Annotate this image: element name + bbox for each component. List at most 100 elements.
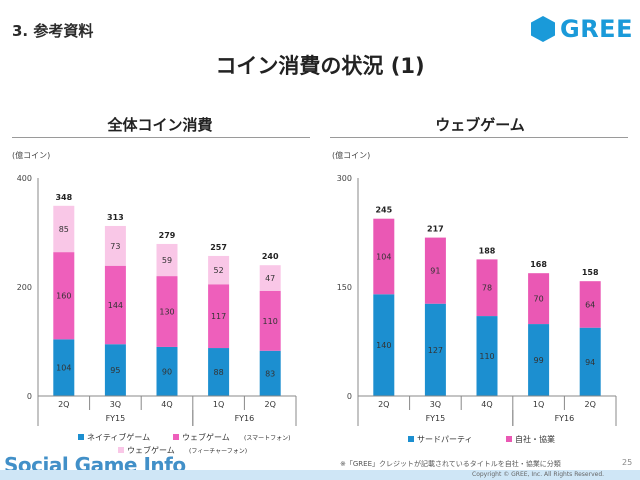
web-data-label: 99 (534, 356, 544, 365)
copyright: Copyright © GREE, Inc. All Rights Reserv… (472, 471, 605, 478)
total-bar-segment (104, 344, 126, 396)
total-total-label: 240 (262, 252, 279, 261)
total-total-label: 279 (159, 231, 176, 240)
chart-title-web: ウェブゲーム (435, 116, 525, 134)
total-bar-segment (53, 205, 75, 253)
total-legend-swatch (173, 434, 179, 440)
logo-text: GREE (560, 15, 633, 43)
total-data-label: 130 (159, 308, 174, 317)
total-x-tick-label: 4Q (161, 400, 172, 409)
web-data-label: 94 (585, 358, 595, 367)
total-data-label: 83 (265, 369, 275, 378)
total-data-label: 144 (108, 301, 123, 310)
total-data-label: 90 (162, 367, 172, 376)
web-group-label: FY15 (426, 414, 446, 423)
web-data-label: 91 (430, 267, 440, 276)
web-total-label: 188 (479, 246, 496, 255)
total-data-label: 59 (162, 256, 172, 265)
total-y-tick-label: 400 (17, 174, 32, 183)
web-data-label: 127 (428, 346, 443, 355)
page-title: コイン消費の状況 (1) (215, 54, 425, 78)
total-group-label: FY16 (235, 414, 255, 423)
web-bar-segment (476, 316, 498, 396)
total-bar-segment (208, 348, 230, 396)
total-bar-segment (53, 339, 75, 396)
total-bar-segment (208, 284, 230, 349)
total-legend-swatch (118, 447, 124, 453)
web-bar-segment (373, 218, 395, 295)
total-data-label: 110 (263, 317, 278, 326)
web-data-label: 78 (482, 284, 492, 293)
web-bar-segment (476, 259, 498, 317)
total-legend-swatch (78, 434, 84, 440)
web-data-label: 70 (534, 295, 544, 304)
total-bar-segment (208, 255, 230, 285)
total-data-label: 104 (56, 364, 71, 373)
total-data-label: 52 (214, 266, 224, 275)
web-total-label: 158 (582, 268, 599, 277)
section-label: 3. 参考資料 (12, 22, 94, 40)
web-data-label: 140 (376, 341, 391, 350)
total-total-label: 348 (55, 193, 72, 202)
total-data-label: 73 (110, 242, 120, 251)
total-data-label: 85 (59, 225, 69, 234)
footnote: ※「GREE」クレジットが記載されているタイトルを自社・協業に分類 (340, 460, 561, 468)
total-group-label: FY15 (106, 414, 126, 423)
web-bar-segment (528, 273, 550, 325)
total-bar-segment (156, 243, 178, 277)
total-data-label: 160 (56, 292, 71, 301)
web-data-label: 64 (585, 300, 595, 309)
total-bar-segment (156, 346, 178, 396)
total-bar-segment (104, 225, 126, 266)
web-y-tick-label: 0 (347, 392, 352, 401)
web-y-axis-label: (億コイン) (332, 150, 370, 160)
web-bar-segment (579, 327, 601, 396)
web-data-label: 110 (479, 352, 494, 361)
chart-title-rule-total (12, 137, 310, 138)
chart-title-total: 全体コイン消費 (107, 116, 213, 134)
total-legend-note: (フィーチャーフォン) (189, 448, 247, 455)
total-bar-segment (104, 265, 126, 345)
web-group-label: FY16 (555, 414, 575, 423)
web-legend-label: 自社・協業 (515, 434, 555, 444)
total-total-label: 313 (107, 213, 124, 222)
total-bar-segment (259, 265, 281, 291)
total-data-label: 95 (110, 366, 120, 375)
total-bar-segment (156, 276, 178, 347)
total-bar-segment (259, 290, 281, 351)
total-x-tick-label: 2Q (265, 400, 276, 409)
total-legend-label: ネイティブゲーム (87, 432, 150, 442)
total-x-tick-label: 1Q (213, 400, 224, 409)
total-y-tick-label: 0 (27, 392, 32, 401)
total-data-label: 47 (265, 274, 275, 283)
chart-title-rule-web (330, 137, 628, 138)
web-bar-segment (373, 294, 395, 396)
total-legend-label: ウェブゲーム (182, 432, 230, 442)
web-data-label: 104 (376, 252, 391, 261)
web-total-label: 217 (427, 225, 444, 234)
web-x-tick-label: 2Q (378, 400, 389, 409)
total-y-tick-label: 200 (17, 283, 32, 292)
web-y-tick-label: 150 (337, 283, 352, 292)
page-number: 25 (622, 458, 633, 467)
total-x-tick-label: 2Q (58, 400, 69, 409)
total-legend-label: ウェブゲーム (127, 445, 175, 455)
total-y-axis-label: (億コイン) (12, 150, 50, 160)
web-legend-swatch (506, 436, 512, 442)
hexagon-logo-icon (531, 16, 555, 42)
web-y-tick-label: 300 (337, 174, 352, 183)
web-legend-swatch (408, 436, 414, 442)
web-bar-segment (424, 237, 446, 304)
web-bar-segment (424, 303, 446, 396)
total-legend-note: (スマートフォン) (244, 435, 291, 442)
web-x-tick-label: 1Q (533, 400, 544, 409)
web-x-tick-label: 3Q (430, 400, 441, 409)
web-bar-segment (528, 324, 550, 396)
total-total-label: 257 (210, 243, 227, 252)
gree-logo: GREE (530, 14, 633, 44)
web-total-label: 245 (375, 206, 392, 215)
total-bar-segment (53, 252, 75, 340)
total-data-label: 88 (214, 368, 224, 377)
total-data-label: 117 (211, 312, 226, 321)
total-x-tick-label: 3Q (110, 400, 121, 409)
